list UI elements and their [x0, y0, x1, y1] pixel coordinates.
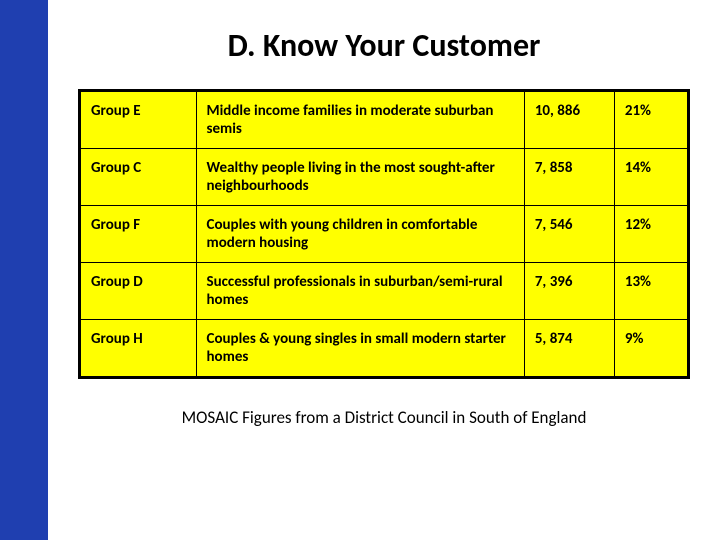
table-row: Group H Couples & young singles in small…: [80, 320, 689, 378]
percent-cell: 14%: [614, 149, 688, 206]
table-row: Group E Middle income families in modera…: [80, 91, 689, 149]
count-cell: 10, 886: [524, 91, 614, 149]
slide-title: D. Know Your Customer: [78, 26, 690, 65]
caption-text: MOSAIC Figures from a District Council i…: [78, 407, 690, 428]
percent-cell: 12%: [614, 206, 688, 263]
percent-cell: 9%: [614, 320, 688, 378]
description-cell: Wealthy people living in the most sought…: [196, 149, 524, 206]
percent-cell: 21%: [614, 91, 688, 149]
table-row: Group D Successful professionals in subu…: [80, 263, 689, 320]
count-cell: 7, 396: [524, 263, 614, 320]
count-cell: 5, 874: [524, 320, 614, 378]
group-cell: Group H: [80, 320, 197, 378]
table-row: Group C Wealthy people living in the mos…: [80, 149, 689, 206]
left-accent-stripe: [0, 0, 48, 540]
count-cell: 7, 858: [524, 149, 614, 206]
slide-content: D. Know Your Customer Group E Middle inc…: [48, 0, 720, 540]
description-cell: Couples with young children in comfortab…: [196, 206, 524, 263]
table-row: Group F Couples with young children in c…: [80, 206, 689, 263]
percent-cell: 13%: [614, 263, 688, 320]
description-cell: Couples & young singles in small modern …: [196, 320, 524, 378]
group-cell: Group C: [80, 149, 197, 206]
description-cell: Successful professionals in suburban/sem…: [196, 263, 524, 320]
group-cell: Group F: [80, 206, 197, 263]
group-cell: Group D: [80, 263, 197, 320]
description-cell: Middle income families in moderate subur…: [196, 91, 524, 149]
customer-groups-table: Group E Middle income families in modera…: [78, 89, 690, 379]
count-cell: 7, 546: [524, 206, 614, 263]
group-cell: Group E: [80, 91, 197, 149]
